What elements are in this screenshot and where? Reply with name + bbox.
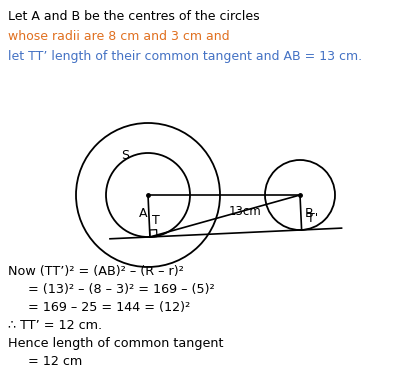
Text: T: T (152, 214, 159, 227)
Text: S: S (121, 149, 129, 162)
Text: Let A and B be the centres of the circles: Let A and B be the centres of the circle… (8, 10, 259, 23)
Text: Now (TT’)² = (AB)² – (R – r)²: Now (TT’)² = (AB)² – (R – r)² (8, 265, 183, 278)
Text: whose radii are 8 cm and 3 cm and: whose radii are 8 cm and 3 cm and (8, 30, 229, 43)
Text: A: A (138, 207, 147, 220)
Text: = 12 cm: = 12 cm (28, 355, 82, 368)
Text: Hence length of common tangent: Hence length of common tangent (8, 337, 223, 350)
Text: 13cm: 13cm (229, 205, 261, 218)
Text: T': T' (306, 212, 317, 225)
Text: = 169 – 25 = 144 = (12)²: = 169 – 25 = 144 = (12)² (28, 301, 190, 314)
Text: ∴ TT’ = 12 cm.: ∴ TT’ = 12 cm. (8, 319, 102, 332)
Text: B: B (304, 207, 313, 220)
Text: = (13)² – (8 – 3)² = 169 – (5)²: = (13)² – (8 – 3)² = 169 – (5)² (28, 283, 214, 296)
Text: let TT’ length of their common tangent and AB = 13 cm.: let TT’ length of their common tangent a… (8, 50, 361, 63)
